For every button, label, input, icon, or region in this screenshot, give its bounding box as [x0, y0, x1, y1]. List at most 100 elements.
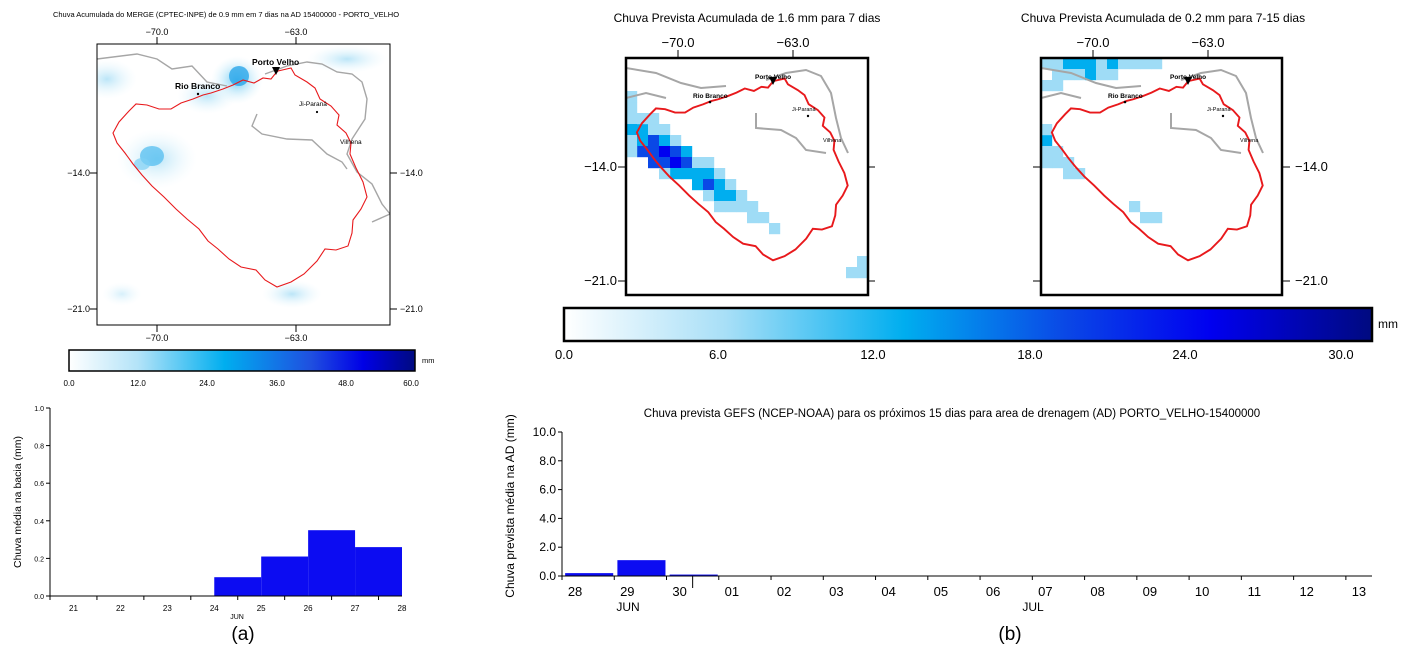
panel-b-map1-rain-cell: [659, 146, 671, 158]
panel-a-chart-month-label: JUN: [230, 614, 244, 621]
panel-b-x-tick-label: 10: [1195, 584, 1209, 599]
panel-b-x-tick-label: 07: [1038, 584, 1052, 599]
panel-b-map2-rain-cell: [1063, 157, 1075, 169]
panel-b-map-1: Chuva Prevista Acumulada de 1.6 mm para …: [584, 11, 880, 297]
panel-b-y-tick-label: 0.0: [539, 569, 556, 583]
panel-b-map2-rain-cell: [1074, 69, 1086, 81]
panel-b-map-2: Chuva Prevista Acumulada de 0.2 mm para …: [1021, 11, 1328, 297]
panel-a-map-title: Chuva Acumulada do MERGE (CPTEC-INPE) de…: [53, 10, 399, 19]
panel-b-y-tick-label: 8.0: [539, 454, 556, 468]
panel-b-x-tick-label: 11: [1248, 584, 1262, 599]
panel-b-x-tick-label: 03: [829, 584, 843, 599]
panel-a-bar-chart: Chuva média na bacia (mm) 0.0 0.2 0.4 0.6 0.…: [12, 406, 407, 621]
panel-b-scale-tick-1: 6.0: [709, 347, 727, 362]
panel-b-map2-rain-cell: [1096, 58, 1108, 70]
panel-a-lon-tick-top-1: −70.0: [146, 27, 169, 37]
panel-a-y-tick-label: 0.4: [34, 519, 44, 526]
panel-b-map1-rain-cell: [736, 201, 748, 213]
panel-b-map1-city-ji-parana: Ji-Paraná: [792, 107, 816, 113]
panel-b-map1-lat-tick-1: −14.0: [584, 159, 617, 174]
panel-a-city-ji-parana: Ji-Paraná: [299, 101, 327, 108]
panel-b-map1-rain-cell: [857, 256, 868, 268]
panel-b-map1-rain-cell: [714, 168, 726, 180]
panel-a-scale-unit: mm: [422, 356, 435, 365]
panel-b-map1-rain-cell: [692, 168, 704, 180]
panel-a-label: (a): [231, 624, 254, 645]
panel-b-map2-rain-cell: [1085, 69, 1097, 81]
panel-a-y-tick-label: 1.0: [34, 406, 44, 413]
panel-b-map1-rain-cell: [626, 124, 638, 136]
panel-b-map1-rain-cell: [681, 146, 693, 158]
panel-a-city-porto-velho: Porto Velho: [252, 57, 299, 67]
panel-b-map1-rain-cell: [626, 135, 638, 147]
panel-b-scale-unit: mm: [1378, 317, 1398, 331]
panel-b-map1-rain-cell: [637, 124, 649, 136]
panel-b-map1-rain-cell: [648, 157, 660, 169]
panel-b-map1-rain-cell: [670, 157, 682, 169]
panel-b-map1-lon-tick-1: −70.0: [662, 35, 695, 50]
panel-b-map1-rain-cell: [637, 146, 649, 158]
panel-b-scale-tick-2: 12.0: [860, 347, 885, 362]
panel-a-x-tick-label: 22: [116, 604, 125, 613]
panel-b-map1-rain-cell: [681, 157, 693, 169]
panel-b-map1-rain-cell: [725, 190, 737, 202]
panel-b-map2-rain-cell: [1052, 157, 1064, 169]
panel-b-map2-rain-cell: [1063, 168, 1075, 180]
panel-b-map1-rain-cell: [637, 135, 649, 147]
panel-b-map1-rain-cell: [769, 223, 781, 235]
panel-b-map2-rain-cell: [1096, 69, 1108, 81]
panel-a-lat-tick-left-2: −21.0: [67, 304, 90, 314]
panel-a-scale-tick-4: 48.0: [338, 379, 354, 388]
panel-b-map1-rain-cell: [703, 179, 715, 191]
panel-a-bar: [308, 530, 356, 596]
panel-b-map2-lon-tick-2: −63.0: [1192, 35, 1225, 50]
panel-a-lon-tick-top-2: −63.0: [285, 27, 308, 37]
panel-b-map1-rain-cell: [659, 135, 671, 147]
panel-b-bar-chart: Chuva prevista GEFS (NCEP-NOAA) para os …: [503, 408, 1372, 614]
panel-a-scale-tick-1: 12.0: [130, 379, 146, 388]
panel-b-map2-rain-cell: [1041, 58, 1053, 70]
panel-a-x-tick-label: 24: [210, 604, 219, 613]
panel-b-x-tick-label: 13: [1352, 584, 1366, 599]
panel-a-x-tick-label: 25: [257, 604, 266, 613]
panel-a-scale-tick-5: 60.0: [403, 379, 419, 388]
panel-b-map2-rain-cell: [1085, 58, 1097, 70]
panel-a-scale-tick-3: 36.0: [269, 379, 285, 388]
panel-a-lat-tick-right-1: −14.0: [400, 168, 423, 178]
panel-b-bar: [669, 574, 718, 576]
panel-b-map1-rain-cell: [846, 267, 858, 279]
panel-b-map2-lat-tick-1: −14.0: [1295, 159, 1328, 174]
panel-b-map1-rain-cell: [626, 113, 638, 125]
panel-b-map2-rain-cell: [1041, 157, 1053, 169]
panel-b-map2-rain-cell: [1052, 69, 1064, 81]
panel-b-map1-rain-cell: [670, 168, 682, 180]
panel-b-map1-rain-cell: [659, 124, 671, 136]
panel-a-scale-tick-0: 0.0: [63, 379, 75, 388]
panel-b-x-tick-label: 09: [1143, 584, 1157, 599]
panel-a-bar: [214, 577, 262, 596]
panel-b-map2-title: Chuva Prevista Acumulada de 0.2 mm para …: [1021, 11, 1305, 25]
panel-a-chart-ylabel: Chuva média na bacia (mm): [12, 436, 24, 568]
panel-b-map2-rain-cell: [1052, 146, 1064, 158]
panel-b-x-tick-label: 08: [1090, 584, 1104, 599]
panel-b-map1-city-vilhena: Vilhena: [823, 138, 842, 144]
panel-b-map2-city-ji-parana: Ji-Paraná: [1207, 107, 1231, 113]
panel-b-y-tick-label: 2.0: [539, 540, 556, 554]
panel-a-bar: [261, 556, 309, 596]
panel-b-scale-tick-5: 30.0: [1328, 347, 1353, 362]
panel-b-map1-rain-cell: [670, 135, 682, 147]
panel-a-color-scale: mm 0.0 12.0 24.0 36.0 48.0 60.0: [63, 349, 435, 388]
panel-b-map1-rain-cell: [714, 190, 726, 202]
panel-b-map1-rain-cell: [670, 146, 682, 158]
panel-a-lat-tick-left-1: −14.0: [67, 168, 90, 178]
panel-a-lon-tick-bottom-1: −70.0: [146, 333, 169, 343]
panel-b-map2-rain-cell: [1118, 58, 1130, 70]
panel-b-map2-rain-cell: [1107, 69, 1119, 81]
panel-b-map1-rain-cell: [747, 201, 759, 213]
panel-a-x-tick-label: 26: [304, 604, 313, 613]
panel-b-scale-tick-3: 18.0: [1017, 347, 1042, 362]
panel-b-map2-rain-cell: [1041, 80, 1053, 92]
panel-b-map1-rain-cell: [703, 168, 715, 180]
panel-b-chart-ylabel: Chuva prevista média na AD (mm): [503, 414, 517, 597]
panel-a-map: Chuva Acumulada do MERGE (CPTEC-INPE) de…: [53, 10, 423, 343]
